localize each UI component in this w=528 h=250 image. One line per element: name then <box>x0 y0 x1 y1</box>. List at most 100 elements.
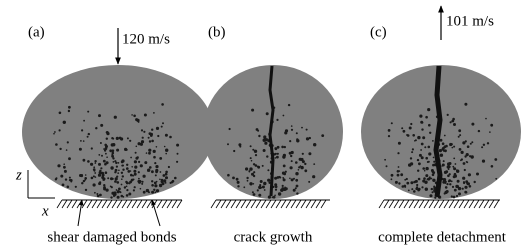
dot <box>57 164 60 167</box>
dot <box>119 137 122 140</box>
dot <box>121 184 123 186</box>
dot <box>432 140 434 142</box>
dot <box>446 183 448 185</box>
dot <box>466 161 468 163</box>
dot <box>154 184 157 187</box>
dot <box>417 159 419 161</box>
dot <box>301 127 303 129</box>
dot <box>104 149 106 151</box>
hatch <box>72 200 77 208</box>
hatch <box>464 200 469 208</box>
dot <box>296 132 298 134</box>
dot <box>462 188 464 190</box>
dot <box>164 146 166 148</box>
dot <box>80 174 83 177</box>
dot <box>465 191 467 193</box>
dot <box>134 173 137 176</box>
dot <box>132 175 134 177</box>
dot <box>442 147 445 150</box>
dot <box>253 171 255 173</box>
hatch <box>389 200 394 208</box>
dot <box>432 164 435 167</box>
dot <box>79 148 82 151</box>
dot <box>296 185 299 188</box>
dot <box>291 129 293 131</box>
hatch <box>226 200 231 208</box>
dot <box>98 163 101 166</box>
dot <box>100 142 102 144</box>
dot <box>59 112 62 115</box>
dot <box>157 135 159 137</box>
dot <box>100 124 103 127</box>
dot <box>313 143 316 146</box>
dot <box>300 165 302 167</box>
dot <box>238 143 241 146</box>
panel-label: (c) <box>370 24 387 40</box>
dot <box>448 179 451 182</box>
dot <box>122 175 124 177</box>
dot <box>262 165 264 167</box>
dot <box>410 181 413 184</box>
dot <box>165 176 168 179</box>
dot <box>100 167 102 169</box>
dot <box>153 156 156 159</box>
dot <box>93 175 95 177</box>
dot <box>112 178 114 180</box>
dot <box>59 129 61 131</box>
dot <box>257 166 259 168</box>
dot <box>458 129 461 132</box>
caption: complete detachment <box>378 229 507 245</box>
dot <box>283 115 285 117</box>
dot <box>247 180 249 182</box>
dot <box>444 149 447 152</box>
dot <box>282 172 285 175</box>
dot <box>118 188 121 191</box>
dot <box>256 128 259 131</box>
dot <box>69 179 71 181</box>
dot <box>163 174 166 177</box>
dot <box>460 159 462 161</box>
dot <box>448 165 451 168</box>
dot <box>464 155 466 157</box>
dot <box>96 193 98 195</box>
dot <box>102 178 105 181</box>
dot <box>453 146 455 148</box>
hatch <box>147 200 152 208</box>
dot <box>59 148 61 150</box>
dot <box>251 173 254 176</box>
dot <box>453 196 456 199</box>
dot <box>81 182 83 184</box>
dot <box>259 184 261 186</box>
dot <box>80 140 82 142</box>
dot <box>263 149 266 152</box>
dot <box>138 161 140 163</box>
dot <box>134 186 136 188</box>
dot <box>432 170 435 173</box>
dot <box>138 180 141 183</box>
dot <box>112 143 115 146</box>
hatch <box>62 200 67 208</box>
dot <box>60 175 63 178</box>
dot <box>95 162 97 164</box>
dot <box>87 136 89 138</box>
dot <box>290 166 293 169</box>
dot <box>288 104 290 106</box>
dot <box>110 166 113 169</box>
dot <box>101 155 103 157</box>
dot <box>102 174 105 177</box>
dot <box>445 186 448 189</box>
dot <box>463 182 465 184</box>
dot <box>159 157 162 160</box>
dot <box>471 141 473 143</box>
dot <box>268 196 271 199</box>
dot <box>170 182 172 184</box>
dot <box>306 129 308 131</box>
hatch <box>281 200 286 208</box>
dot <box>127 137 129 139</box>
hatch <box>409 200 414 208</box>
dot <box>114 171 116 173</box>
dot <box>489 131 491 133</box>
dot <box>115 162 117 164</box>
dot <box>117 181 120 184</box>
dot <box>121 159 124 162</box>
